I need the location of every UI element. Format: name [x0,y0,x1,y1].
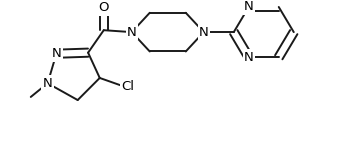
Text: N: N [244,0,254,14]
Text: N: N [199,26,208,39]
Text: N: N [244,51,254,64]
Text: O: O [99,1,109,14]
Text: N: N [43,77,53,90]
Text: Cl: Cl [122,80,135,93]
Text: N: N [127,26,137,39]
Text: N: N [52,47,61,60]
